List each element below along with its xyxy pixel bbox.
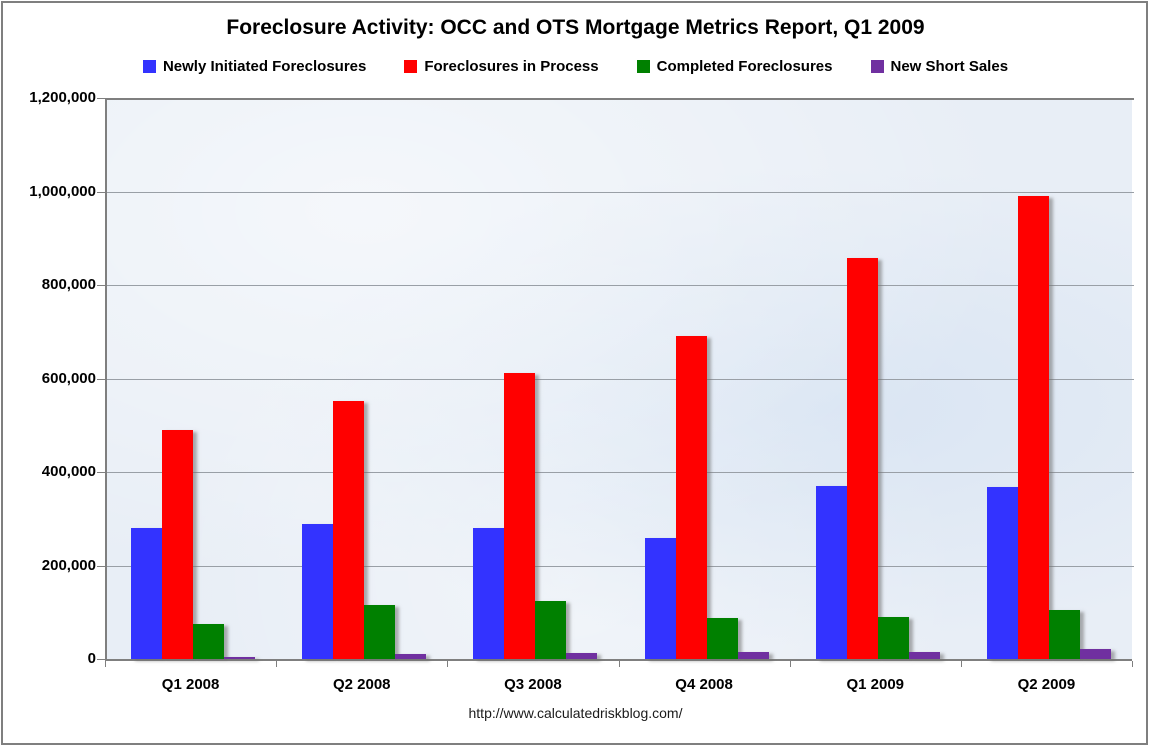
y-tick-label: 200,000	[41, 556, 96, 574]
y-tick-mark	[97, 659, 105, 660]
source-url: http://www.calculatedriskblog.com/	[468, 705, 683, 721]
legend-swatch-icon	[870, 59, 884, 73]
y-tick-mark	[97, 472, 105, 473]
bar-new-short-sales	[566, 653, 598, 659]
y-tick-mark	[97, 98, 105, 99]
bar-new-short-sales	[737, 652, 769, 659]
y-axis-labels: 1,200,000 1,000,000 800,000 600,000 400,000 2…	[0, 89, 96, 667]
plot-area	[105, 98, 1134, 661]
legend-label: Newly Initiated Foreclosures	[162, 57, 367, 75]
y-tick-label: 600,000	[41, 369, 96, 387]
x-tick-label: Q1 2008	[161, 676, 220, 693]
x-tick-mark	[1132, 661, 1133, 667]
legend-label: New Short Sales	[890, 57, 1009, 75]
y-tick-mark	[97, 285, 105, 286]
y-tick-label: 0	[87, 650, 96, 667]
bar-foreclosures-in-process	[162, 429, 193, 659]
y-tick-label: 1,200,000	[29, 89, 96, 106]
bar-new-short-sales	[395, 654, 427, 659]
legend-item: Completed Foreclosures	[636, 57, 833, 75]
bar-foreclosures-in-process	[1017, 196, 1049, 659]
x-tick-label: Q1 2009	[846, 676, 905, 693]
bar-completed-foreclosures	[706, 618, 738, 659]
gridline	[107, 565, 1134, 567]
bar-completed-foreclosures	[1048, 609, 1080, 659]
gridline	[107, 378, 1134, 380]
y-tick-label: 400,000	[41, 463, 96, 480]
x-tick-label: Q2 2009	[1017, 676, 1076, 693]
bar-completed-foreclosures	[535, 601, 567, 659]
legend: Newly Initiated Foreclosures Foreclosures…	[0, 55, 1151, 77]
bar-completed-foreclosures	[193, 623, 224, 659]
bar-foreclosures-in-process	[333, 400, 365, 659]
x-tick-mark	[618, 661, 620, 667]
y-tick-mark	[97, 378, 105, 380]
gridline	[107, 191, 1134, 193]
x-tick-mark	[447, 661, 449, 667]
legend-swatch-icon	[142, 59, 156, 73]
bar-foreclosures-in-process	[675, 336, 707, 659]
chart-title: Foreclosure Activity: OCC and OTS Mortga…	[226, 16, 925, 39]
legend-item: Foreclosures in Process	[404, 57, 599, 75]
bar-new-short-sales	[224, 656, 255, 659]
x-tick-mark	[105, 661, 106, 667]
bar-foreclosures-in-process	[846, 257, 878, 659]
y-tick-label: 1,000,000	[29, 182, 96, 200]
bar-completed-foreclosures	[364, 604, 396, 659]
legend-item: New Short Sales	[870, 57, 1009, 75]
x-axis-labels: Q1 2008 Q2 2008 Q3 2008 Q4 2008 Q1 2009 Q2 20…	[105, 676, 1132, 698]
x-tick-mark	[276, 661, 278, 667]
bar-newly-initiated-foreclosures	[131, 528, 162, 659]
y-tick-mark	[97, 191, 105, 193]
bar-newly-initiated-foreclosures	[815, 486, 847, 659]
bar-newly-initiated-foreclosures	[473, 528, 505, 659]
x-tick-mark	[960, 661, 962, 667]
legend-label: Foreclosures in Process	[424, 57, 599, 75]
gridline	[107, 285, 1134, 286]
bar-completed-foreclosures	[877, 617, 909, 659]
x-tick-label: Q2 2008	[332, 676, 391, 693]
legend-swatch-icon	[636, 59, 650, 73]
legend-item: Newly Initiated Foreclosures	[142, 57, 367, 75]
x-tick-label: Q4 2008	[675, 676, 733, 693]
y-tick-mark	[97, 565, 105, 567]
gridline	[107, 98, 1134, 100]
bar-foreclosures-in-process	[504, 372, 536, 659]
gridline	[107, 472, 1134, 473]
legend-swatch-icon	[404, 59, 418, 73]
x-tick-label: Q3 2008	[504, 676, 562, 693]
bar-newly-initiated-foreclosures	[302, 524, 334, 659]
bar-newly-initiated-foreclosures	[986, 487, 1018, 659]
bar-new-short-sales	[908, 652, 940, 659]
bar-new-short-sales	[1079, 649, 1111, 659]
x-tick-mark	[789, 661, 791, 667]
legend-label: Completed Foreclosures	[656, 57, 833, 75]
bar-newly-initiated-foreclosures	[644, 537, 676, 659]
y-tick-label: 800,000	[41, 276, 96, 293]
